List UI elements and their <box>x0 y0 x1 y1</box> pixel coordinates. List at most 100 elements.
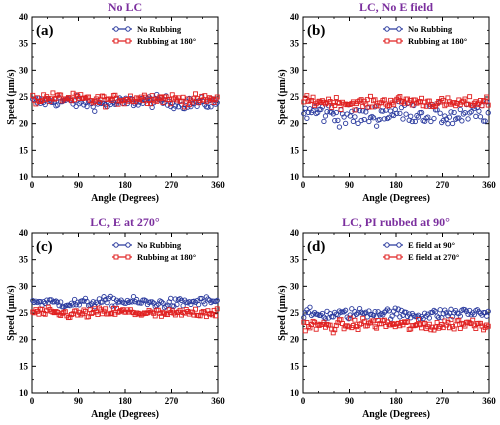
data-point <box>440 97 446 103</box>
x-tick-label: 360 <box>211 396 225 406</box>
data-point <box>385 103 390 109</box>
series-2 <box>30 304 220 321</box>
data-point <box>450 323 456 329</box>
data-point <box>347 312 353 318</box>
y-axis-label: Speed (μm/s) <box>6 285 17 340</box>
data-point <box>178 297 185 304</box>
chart-title: LC, E at 270° <box>90 215 160 229</box>
data-point <box>86 314 92 320</box>
data-point <box>440 117 446 124</box>
data-point <box>195 301 202 308</box>
data-point <box>152 313 158 319</box>
y-axis-label: Speed (μm/s) <box>277 285 288 340</box>
y-tick-label: 10 <box>290 388 300 398</box>
data-point <box>109 310 115 316</box>
data-point <box>39 98 45 104</box>
data-point <box>103 306 109 312</box>
y-tick-label: 30 <box>290 65 300 75</box>
data-point <box>307 325 313 331</box>
data-point <box>307 304 313 310</box>
data-point <box>302 95 308 101</box>
data-point <box>50 90 56 96</box>
data-point <box>71 296 78 303</box>
data-point <box>456 115 462 121</box>
data-point <box>69 312 74 317</box>
data-point <box>422 310 428 316</box>
data-point <box>480 310 487 316</box>
data-point <box>81 298 87 304</box>
data-point <box>133 296 140 303</box>
data-point <box>188 301 194 308</box>
data-point <box>482 99 488 105</box>
data-point <box>372 309 378 315</box>
data-point <box>451 109 457 116</box>
data-point <box>467 94 473 100</box>
data-point <box>199 309 205 315</box>
chart-panel-2: LC, No E field 10 15 20 25 30 35 40 0 90 180 270 360… <box>277 0 496 204</box>
data-point <box>364 323 370 329</box>
data-point <box>61 309 67 315</box>
series-1 <box>30 293 220 311</box>
data-point <box>465 116 471 122</box>
data-point <box>301 315 307 321</box>
data-point <box>372 104 378 110</box>
data-point <box>95 312 101 318</box>
data-point <box>392 324 398 330</box>
x-tick-label: 270 <box>436 180 450 190</box>
data-point <box>431 327 437 333</box>
data-point <box>180 303 186 309</box>
data-point <box>445 95 451 101</box>
data-point <box>363 309 369 315</box>
data-point <box>338 107 344 112</box>
y-tick-label: 20 <box>19 119 29 129</box>
data-point <box>484 313 490 319</box>
data-point <box>47 99 53 105</box>
data-point <box>73 103 79 109</box>
series-2 <box>30 90 220 110</box>
data-point <box>315 321 321 327</box>
legend-marker <box>125 38 131 44</box>
data-point <box>129 299 135 305</box>
data-point <box>33 101 39 107</box>
legend-marker <box>396 242 402 248</box>
data-point <box>352 107 358 113</box>
data-point <box>473 113 479 119</box>
y-tick-label: 25 <box>19 308 29 318</box>
data-point <box>451 326 457 332</box>
data-point <box>353 311 360 317</box>
data-point <box>115 101 121 107</box>
data-point <box>367 93 373 99</box>
data-point <box>208 104 214 110</box>
data-point <box>213 313 219 319</box>
data-point <box>301 110 307 117</box>
legend-marker <box>125 254 131 260</box>
data-point <box>403 111 409 117</box>
legend-label: Rubbing at 180° <box>137 36 196 46</box>
x-tick-label: 180 <box>118 396 132 406</box>
data-point <box>460 111 467 117</box>
data-point <box>454 318 460 324</box>
data-point <box>364 314 370 320</box>
data-point <box>415 114 422 120</box>
data-point <box>186 102 192 108</box>
data-point <box>335 320 341 326</box>
data-point <box>435 314 442 321</box>
data-point <box>454 100 460 106</box>
data-point <box>90 299 96 305</box>
x-axis-label: Angle (Degrees) <box>91 193 159 204</box>
data-point <box>42 311 48 317</box>
data-point <box>330 100 336 106</box>
data-point <box>447 325 452 331</box>
data-point <box>391 112 397 119</box>
data-point <box>323 101 328 107</box>
legend-marker <box>384 242 390 248</box>
data-point <box>55 92 61 98</box>
legend-marker <box>384 38 390 44</box>
data-point <box>104 97 110 102</box>
legend-marker <box>125 242 131 248</box>
x-tick-label: 360 <box>211 180 225 190</box>
data-point <box>457 326 463 331</box>
data-point <box>341 114 347 120</box>
data-point <box>358 117 364 124</box>
data-point <box>36 311 42 317</box>
